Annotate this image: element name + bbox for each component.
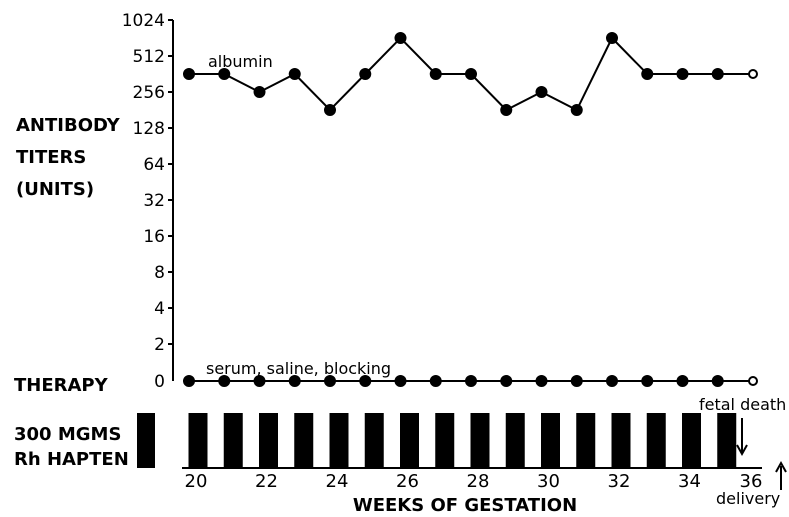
hapten-dose-bar xyxy=(576,413,596,468)
data-point xyxy=(676,68,689,81)
data-point xyxy=(606,375,618,387)
y-axis-label: (UNITS) xyxy=(16,179,94,200)
data-point xyxy=(359,68,372,81)
hapten-dose-bar xyxy=(294,413,314,468)
y-axis-label: TITERS xyxy=(16,147,86,168)
y-tick-label: 1024 xyxy=(122,11,165,31)
data-point xyxy=(183,68,195,81)
data-point xyxy=(253,375,266,387)
data-point xyxy=(324,375,336,387)
hapten-label: Rh HAPTEN xyxy=(14,449,129,470)
hapten-label: 300 MGMS xyxy=(14,424,121,445)
data-point xyxy=(465,375,477,387)
data-point xyxy=(711,68,724,81)
data-point xyxy=(429,68,442,81)
data-point xyxy=(748,69,758,80)
data-point xyxy=(535,86,548,98)
data-point xyxy=(288,375,301,387)
data-point xyxy=(429,375,442,387)
hapten-dose-bar xyxy=(188,413,208,468)
x-tick-label: 24 xyxy=(326,471,349,492)
x-tick-label: 28 xyxy=(467,471,490,492)
y-tick-label: 0 xyxy=(154,372,165,392)
data-point xyxy=(394,32,407,45)
data-point xyxy=(748,376,758,386)
hapten-dose-bar xyxy=(223,413,243,468)
x-tick-label: 34 xyxy=(678,471,701,492)
y-tick-label: 128 xyxy=(133,119,165,139)
hapten-dose-bar xyxy=(435,413,455,468)
y-tick-label: 256 xyxy=(133,83,165,103)
data-point xyxy=(324,104,336,117)
hapten-dose-bar xyxy=(611,413,631,468)
x-tick-label: 26 xyxy=(396,471,419,492)
data-point xyxy=(641,375,654,387)
x-tick-label: 20 xyxy=(185,471,208,492)
hapten-dose-bar xyxy=(400,413,419,468)
therapy-label: THERAPY xyxy=(14,375,109,396)
delivery-arrowhead xyxy=(775,460,787,473)
hapten-dose-bar xyxy=(717,413,737,468)
hapten-dose-bar xyxy=(505,413,525,468)
x-axis-title: WEEKS OF GESTATION xyxy=(353,495,577,516)
data-point xyxy=(711,375,724,387)
data-point xyxy=(570,375,583,387)
data-point xyxy=(394,375,407,387)
hapten-dose-bar xyxy=(646,413,666,468)
x-tick-label: 22 xyxy=(255,471,278,492)
data-point xyxy=(359,375,372,387)
series-label-albumin: albumin xyxy=(208,52,273,71)
data-point xyxy=(465,68,477,81)
data-point xyxy=(570,104,583,117)
hapten-dose-bar xyxy=(541,413,560,468)
hapten-dose-bar xyxy=(329,413,349,468)
data-point xyxy=(535,375,548,387)
series-label-therapy: serum, saline, blocking xyxy=(206,359,391,378)
y-tick-label: 8 xyxy=(154,263,165,283)
delivery-annotation: delivery xyxy=(716,489,780,508)
y-tick-label: 512 xyxy=(133,47,165,67)
data-point xyxy=(676,375,689,387)
data-point xyxy=(183,375,195,387)
x-tick-label: 30 xyxy=(537,471,560,492)
data-point xyxy=(218,375,231,387)
hapten-dose-bar xyxy=(470,413,490,468)
data-point xyxy=(500,104,513,117)
data-point xyxy=(218,68,231,81)
data-point xyxy=(253,86,266,98)
data-point xyxy=(500,375,513,387)
y-tick-label: 2 xyxy=(154,335,165,355)
y-tick-label: 64 xyxy=(143,155,165,175)
data-point xyxy=(288,68,301,81)
hapten-dose-bar xyxy=(682,413,701,468)
data-point xyxy=(606,32,618,45)
fetal-death-arrowhead xyxy=(736,444,748,457)
fetal-death-annotation: fetal death xyxy=(699,395,786,414)
y-axis-label: ANTIBODY xyxy=(16,115,121,136)
y-tick-label: 32 xyxy=(143,191,165,211)
hapten-legend-block xyxy=(137,413,155,468)
y-tick-label: 4 xyxy=(154,299,165,319)
x-tick-label: 36 xyxy=(740,471,763,492)
hapten-dose-bar xyxy=(259,413,278,468)
data-point xyxy=(641,68,654,81)
x-tick-label: 32 xyxy=(608,471,631,492)
hapten-dose-bar xyxy=(364,413,384,468)
y-tick-label: 16 xyxy=(143,227,165,247)
